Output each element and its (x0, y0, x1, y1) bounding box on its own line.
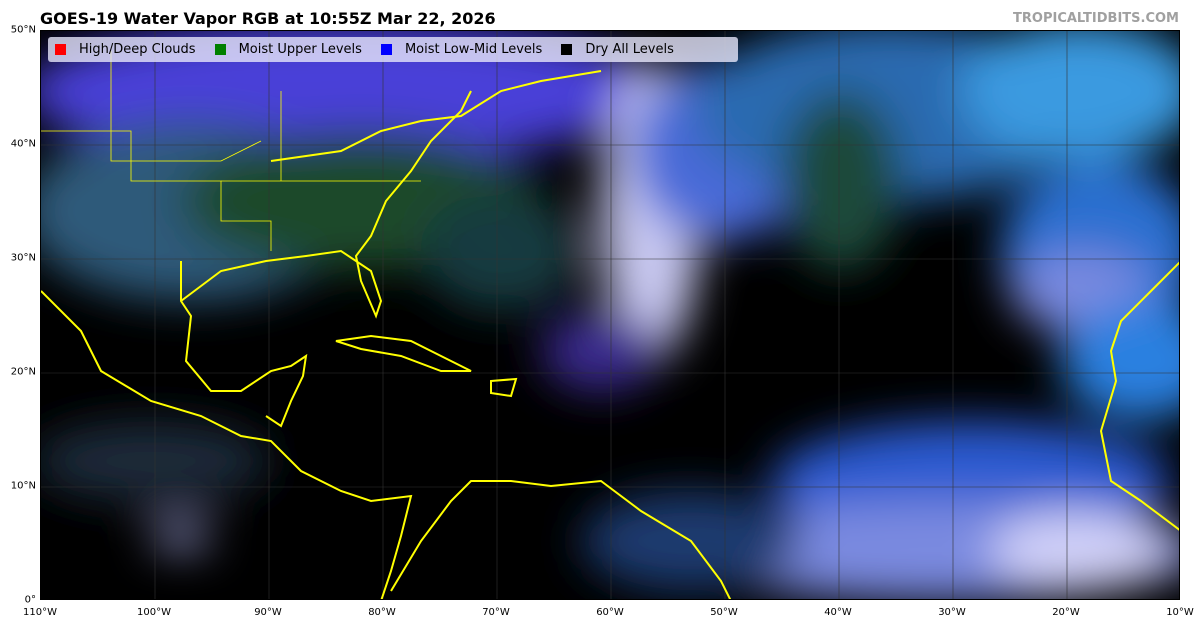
water-vapor-imagery (41, 31, 1179, 599)
x-tick-label: 70°W (482, 607, 510, 618)
x-tick-label: 80°W (368, 607, 396, 618)
x-tick-label: 60°W (596, 607, 624, 618)
state-borders (41, 51, 421, 251)
legend-swatch (380, 44, 392, 55)
legend-item-dry: Dry All Levels (561, 42, 674, 57)
legend-item-high-deep-clouds: High/Deep Clouds (55, 42, 196, 57)
y-tick-label: 40°N (10, 138, 36, 150)
legend-label: High/Deep Clouds (79, 42, 196, 57)
legend-label: Moist Upper Levels (238, 42, 362, 57)
map-legend: High/Deep Clouds Moist Upper Levels Mois… (48, 37, 738, 62)
credit-text: TROPICALTIDBITS.COM (1013, 11, 1179, 26)
x-tick-label: 50°W (710, 607, 738, 618)
x-tick-label: 110°W (23, 607, 57, 618)
graticule (41, 31, 1179, 599)
legend-swatch (55, 44, 66, 55)
legend-label: Moist Low-Mid Levels (404, 42, 543, 57)
legend-item-moist-low-mid: Moist Low-Mid Levels (380, 42, 543, 57)
x-tick-label: 30°W (938, 607, 966, 618)
y-tick-label: 20°N (10, 366, 36, 378)
legend-swatch (561, 44, 573, 55)
y-tick-label: 50°N (10, 24, 36, 36)
x-tick-label: 40°W (824, 607, 852, 618)
legend-swatch (214, 44, 226, 55)
x-tick-label: 90°W (254, 607, 282, 618)
cloud-field (41, 31, 1179, 599)
x-tick-label: 100°W (137, 607, 171, 618)
x-tick-label: 20°W (1052, 607, 1080, 618)
y-tick-label: 10°N (10, 480, 36, 492)
map-title: GOES-19 Water Vapor RGB at 10:55Z Mar 22… (40, 9, 496, 28)
coastlines (41, 70, 1179, 599)
legend-item-moist-upper: Moist Upper Levels (214, 42, 362, 57)
x-tick-label: 10°W (1166, 607, 1194, 618)
legend-label: Dry All Levels (585, 42, 674, 57)
y-tick-label: 0° (24, 594, 36, 606)
y-tick-label: 30°N (10, 252, 36, 264)
satellite-map (40, 30, 1180, 600)
